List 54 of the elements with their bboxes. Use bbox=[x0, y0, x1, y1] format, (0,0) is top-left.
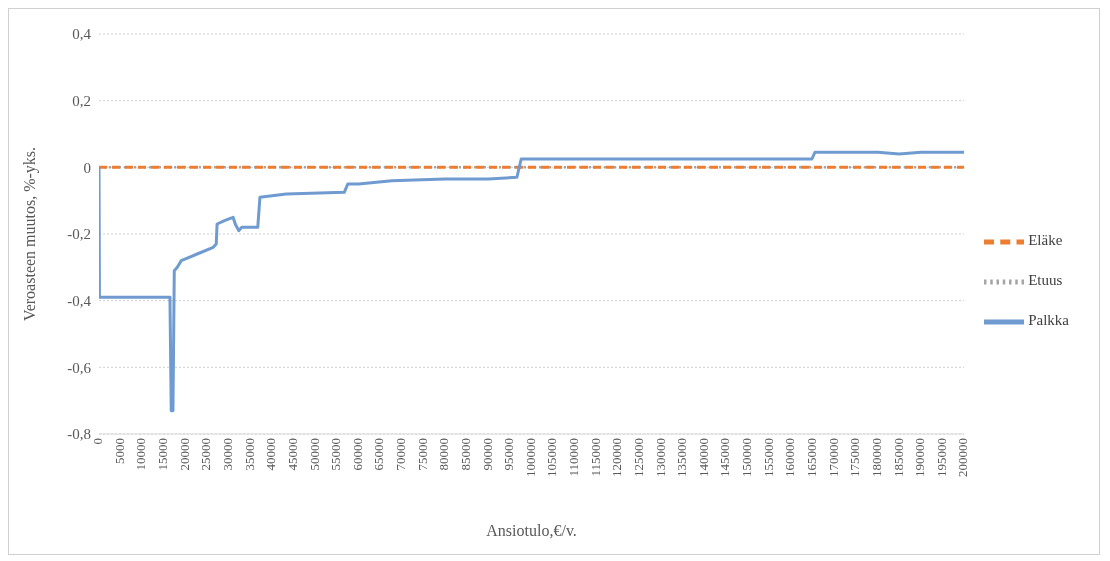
x-tick-label: 55000 bbox=[328, 438, 344, 471]
x-tick-label: 135000 bbox=[674, 438, 690, 477]
y-tick-label: 0,4 bbox=[72, 26, 92, 43]
y-axis-title: Veroasteen muutos, %-yks. bbox=[20, 146, 39, 322]
x-tick-label: 120000 bbox=[609, 438, 625, 477]
x-tick-label: 150000 bbox=[739, 438, 755, 477]
x-axis-title: Ansiotulo,€/v. bbox=[486, 522, 577, 539]
x-tick-label: 90000 bbox=[479, 438, 495, 471]
x-tick-label: 165000 bbox=[804, 438, 819, 477]
legend-label: Etuus bbox=[1028, 271, 1063, 288]
x-tick-label: 100000 bbox=[522, 438, 538, 477]
y-tick-label: -0,4 bbox=[67, 292, 92, 309]
x-tick-label: 145000 bbox=[717, 438, 733, 477]
x-tick-label: 125000 bbox=[630, 438, 646, 477]
x-tick-label: 45000 bbox=[284, 438, 300, 471]
x-tick-label: 130000 bbox=[652, 438, 668, 477]
x-tick-label: 50000 bbox=[306, 438, 322, 471]
legend-label: Palkka bbox=[1028, 311, 1069, 328]
x-tick-label: 180000 bbox=[868, 438, 884, 477]
y-tick-label: 0 bbox=[83, 159, 91, 176]
y-tick-label: 0,2 bbox=[72, 92, 91, 109]
x-tick-label: 95000 bbox=[501, 438, 517, 471]
line-series bbox=[99, 150, 965, 413]
y-tick-label: -0,2 bbox=[67, 226, 91, 243]
x-tick-label: 195000 bbox=[933, 438, 949, 477]
x-tick-label: 175000 bbox=[847, 438, 863, 477]
x-tick-label: 35000 bbox=[241, 438, 257, 471]
x-tick-label: 70000 bbox=[393, 438, 409, 471]
x-tick-label: 20000 bbox=[176, 438, 192, 471]
x-tick-label: 105000 bbox=[544, 438, 560, 477]
legend-label: Eläke bbox=[1028, 231, 1063, 248]
x-tick-label: 85000 bbox=[457, 438, 473, 471]
y-tick-label: -0,6 bbox=[67, 359, 92, 376]
x-tick-label: 190000 bbox=[912, 438, 928, 477]
x-tick-label: 0 bbox=[90, 438, 106, 445]
x-tick-label: 200000 bbox=[955, 438, 971, 477]
x-tick-label: 65000 bbox=[371, 438, 387, 471]
x-tick-label: 15000 bbox=[155, 438, 171, 471]
x-tick-label: 115000 bbox=[587, 438, 603, 477]
x-tick-label: 5000 bbox=[111, 438, 127, 464]
x-tick-label: 140000 bbox=[695, 438, 711, 477]
x-tick-label: 75000 bbox=[414, 438, 430, 471]
x-tick-label: 160000 bbox=[782, 438, 798, 477]
x-tick-label: 30000 bbox=[220, 438, 236, 471]
y-tick-label: -0,8 bbox=[67, 426, 91, 443]
x-tick-label: 10000 bbox=[133, 438, 149, 471]
x-tick-label: 185000 bbox=[890, 438, 906, 477]
x-tick-label: 170000 bbox=[825, 438, 841, 477]
x-tick-label: 80000 bbox=[436, 438, 452, 471]
x-tick-label: 40000 bbox=[263, 438, 279, 471]
x-tick-label: 60000 bbox=[349, 438, 365, 471]
x-tick-label: 155000 bbox=[760, 438, 776, 477]
x-tick-label: 110000 bbox=[566, 438, 582, 477]
x-tick-label: 25000 bbox=[198, 438, 214, 471]
